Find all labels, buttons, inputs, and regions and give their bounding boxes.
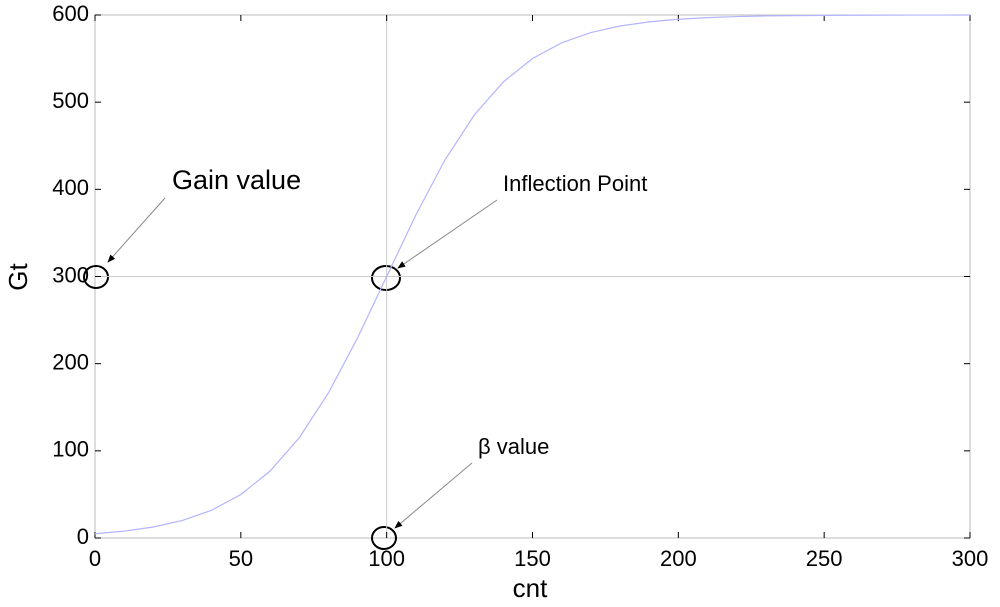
x-tick-label: 150	[514, 546, 551, 571]
annotation: Inflection Point	[503, 171, 647, 196]
y-tick-label: 600	[52, 1, 89, 26]
y-tick-label: 400	[52, 175, 89, 200]
y-tick-label: 300	[52, 262, 89, 287]
x-axis-label: cnt	[513, 573, 548, 603]
x-tick-label: 300	[952, 546, 989, 571]
annotation: Gain value	[172, 165, 301, 195]
arrow	[107, 197, 166, 263]
curve	[94, 14, 971, 535]
x-tick-label: 0	[89, 546, 101, 571]
x-tick-label: 50	[229, 546, 253, 571]
y-tick-label: 0	[77, 524, 89, 549]
y-tick-label: 500	[52, 88, 89, 113]
circle-marker	[371, 265, 401, 291]
x-tick-label: 250	[806, 546, 843, 571]
annotation: β value	[478, 434, 549, 459]
circle-marker	[371, 526, 397, 550]
x-tick-label: 100	[368, 546, 405, 571]
y-tick-label: 200	[52, 349, 89, 374]
y-axis-label: Gt	[3, 263, 33, 291]
x-tick-label: 200	[660, 546, 697, 571]
arrow	[397, 199, 498, 269]
y-tick-label: 100	[52, 437, 89, 462]
arrow	[394, 462, 473, 529]
